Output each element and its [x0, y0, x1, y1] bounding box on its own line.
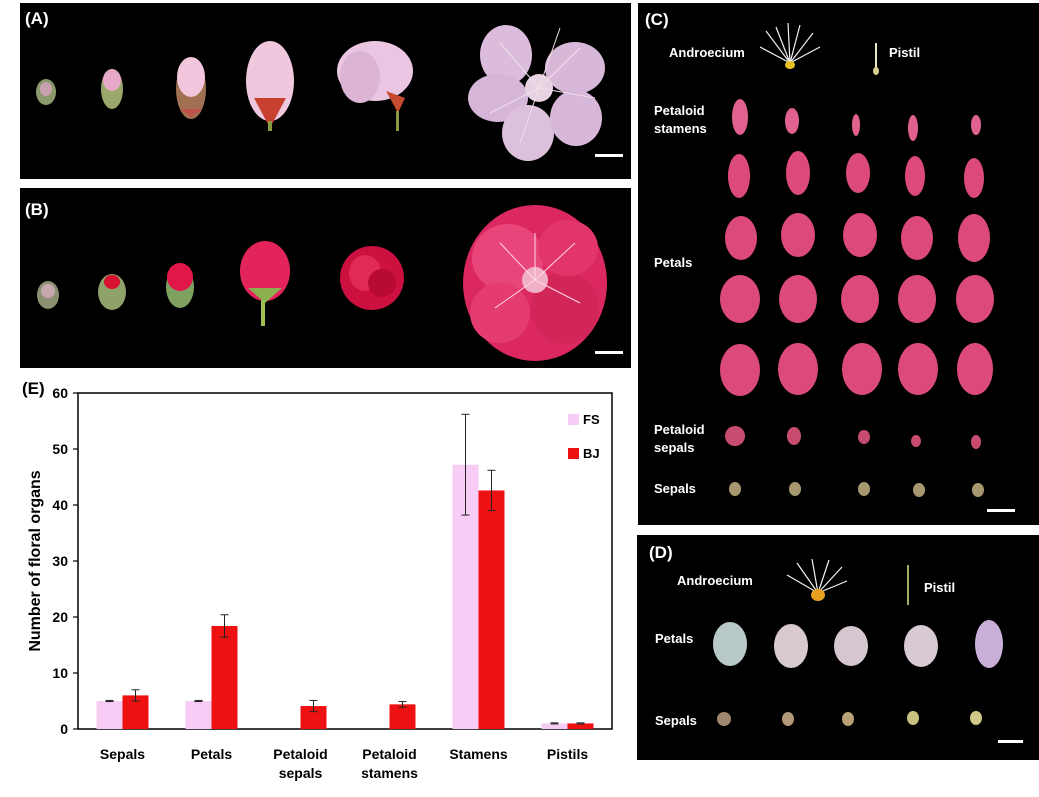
bar-chart: 0 10 20 30 40 50 60 Number of floral organs Sepa…	[27, 385, 613, 781]
panel-d: (D) Androecium Pistil Petals Sepals	[637, 535, 1039, 760]
legend-label-fs: FS	[583, 412, 600, 427]
panel-b-flowers	[37, 205, 607, 361]
panel-d-label: (D)	[649, 543, 673, 562]
panel-e: (E) 0 10 20 30 40 50 60 Number of floral organs…	[0, 370, 632, 797]
panel-d-organs	[713, 558, 1003, 726]
bud-b4	[240, 241, 290, 326]
c-petaloid-sepals-label-1: Petaloid	[654, 422, 705, 437]
panel-a-flowers	[36, 25, 605, 161]
open-flower-b	[463, 205, 607, 361]
c-pistil	[873, 43, 879, 75]
bar-bj	[478, 490, 505, 729]
panel-e-label: (E)	[22, 379, 45, 398]
bud-b1	[37, 281, 59, 309]
d-petals-label: Petals	[655, 631, 694, 646]
bud-a2	[101, 69, 123, 109]
bar-bj	[389, 704, 416, 729]
scale-bar-b	[595, 351, 623, 354]
bud-b2	[98, 274, 126, 310]
bud-a5	[337, 41, 413, 131]
c-androecium	[759, 22, 821, 69]
x-tick-label: Petaloid	[273, 746, 327, 762]
c-sepals	[729, 482, 984, 497]
x-tick-label: Sepals	[100, 746, 145, 762]
x-tick-label: stamens	[361, 765, 418, 781]
d-petals	[713, 620, 1003, 668]
scale-bar-d	[998, 740, 1023, 743]
x-tick-label: sepals	[279, 765, 323, 781]
c-petaloid-stamens	[732, 99, 981, 141]
bar-fs	[96, 701, 123, 729]
y-tick-label: 0	[60, 721, 68, 737]
panel-b-label: (B)	[25, 200, 49, 219]
y-tick-label: 10	[52, 665, 68, 681]
x-tick-label: Petals	[191, 746, 232, 762]
d-pistil-label: Pistil	[924, 580, 956, 595]
c-sepals-label: Sepals	[654, 481, 696, 496]
legend-swatch-fs	[568, 414, 579, 425]
bar-bj	[567, 723, 594, 729]
panel-c: (C) Androecium Pistil Petaloid stamens P…	[638, 3, 1039, 525]
x-tick-label: Pistils	[547, 746, 588, 762]
panel-c-label: (C)	[645, 10, 669, 29]
y-tick-label: 30	[52, 553, 68, 569]
open-flower-a	[468, 25, 605, 161]
bud-a1	[36, 79, 56, 105]
x-tick-label: Petaloid	[362, 746, 416, 762]
legend-swatch-bj	[568, 448, 579, 459]
bar-fs	[541, 723, 568, 729]
y-axis-label: Number of floral organs	[27, 470, 44, 651]
bud-a3	[176, 57, 206, 119]
d-androecium-label: Androecium	[677, 573, 753, 588]
bar-bj	[300, 706, 327, 729]
c-petaloid-sepals-label-2: sepals	[654, 440, 695, 455]
scale-bar-c	[987, 509, 1015, 512]
d-sepals	[717, 711, 982, 726]
bar-bj	[211, 625, 238, 729]
d-androecium	[786, 558, 848, 601]
bud-a4	[246, 41, 294, 131]
plot-frame	[77, 392, 613, 730]
bud-b3	[166, 263, 194, 308]
y-tick-label: 50	[52, 441, 68, 457]
panel-c-organs	[720, 22, 994, 497]
bud-b5	[340, 246, 404, 310]
c-petaloid-sepals	[725, 426, 981, 449]
y-tick-label: 40	[52, 497, 68, 513]
scale-bar-a	[595, 154, 623, 157]
c-petaloid-stamens-label-1: Petaloid	[654, 103, 705, 118]
panel-a: (A)	[20, 3, 631, 179]
c-petals	[720, 151, 994, 396]
panel-a-label: (A)	[25, 9, 49, 28]
x-tick-label: Stamens	[449, 746, 508, 762]
panel-b: (B)	[20, 188, 631, 368]
legend-label-bj: BJ	[583, 446, 600, 461]
c-petaloid-stamens-label-2: stamens	[654, 121, 707, 136]
c-petals-label: Petals	[654, 255, 693, 270]
y-tick-label: 60	[52, 385, 68, 401]
y-tick-label: 20	[52, 609, 68, 625]
d-sepals-label: Sepals	[655, 713, 697, 728]
bar-fs	[185, 701, 212, 729]
c-androecium-label: Androecium	[669, 45, 745, 60]
c-pistil-label: Pistil	[889, 45, 921, 60]
